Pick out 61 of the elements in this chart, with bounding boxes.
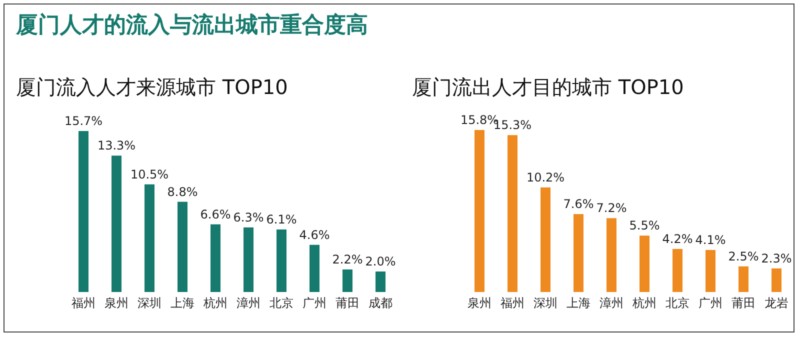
- bar: [606, 218, 616, 292]
- bar: [772, 268, 782, 292]
- x-tick-label: 杭州: [632, 296, 656, 310]
- x-tick-label: 漳州: [236, 296, 260, 310]
- x-tick-label: 泉州: [468, 296, 492, 310]
- bar: [342, 269, 352, 292]
- x-tick-label: 深圳: [138, 296, 162, 310]
- x-tick-label: 广州: [698, 296, 722, 310]
- data-label: 8.8%: [167, 184, 198, 199]
- bar: [672, 248, 682, 292]
- data-label: 6.1%: [266, 212, 297, 226]
- bar: [540, 187, 550, 292]
- data-label: 15.7%: [64, 114, 103, 128]
- bar: [144, 184, 154, 292]
- x-tick-label: 漳州: [600, 296, 624, 310]
- data-label: 13.3%: [97, 138, 136, 153]
- data-label: 6.3%: [233, 210, 264, 224]
- data-label: 5.5%: [629, 218, 660, 233]
- x-tick-label: 北京: [666, 296, 690, 310]
- x-tick-label: 福州: [72, 296, 96, 310]
- bar: [276, 229, 286, 292]
- data-label: 2.0%: [365, 254, 396, 268]
- x-tick-label: 龙岩: [764, 296, 788, 310]
- bar: [376, 271, 386, 292]
- bar: [508, 135, 518, 292]
- bar: [706, 250, 716, 292]
- data-label: 6.6%: [200, 207, 231, 222]
- bar: [178, 202, 188, 292]
- x-tick-label: 成都: [368, 296, 392, 310]
- bar: [78, 131, 88, 292]
- data-label: 10.5%: [130, 167, 169, 182]
- data-label: 7.2%: [596, 201, 627, 216]
- text: 厦门人才的流入与流出城市重合度高: [15, 12, 368, 38]
- x-tick-label: 福州: [500, 296, 524, 310]
- bar: [310, 244, 320, 292]
- data-label: 4.6%: [299, 228, 330, 242]
- chart-title: 厦门流入人才来源城市 TOP10: [16, 75, 288, 99]
- x-tick-label: 莆田: [336, 296, 360, 310]
- x-tick-label: 北京: [270, 296, 294, 310]
- x-tick-label: 上海: [566, 296, 590, 310]
- chart-title: 厦门流出人才目的城市 TOP10: [412, 75, 684, 99]
- bar: [210, 224, 220, 292]
- x-tick-label: 上海: [170, 296, 194, 310]
- data-label: 4.1%: [695, 232, 726, 247]
- data-label: 2.5%: [728, 249, 759, 264]
- bar: [640, 236, 650, 292]
- data-label: 2.3%: [761, 251, 792, 266]
- x-tick-label: 杭州: [202, 296, 228, 310]
- data-label: 7.6%: [563, 197, 594, 212]
- bar: [112, 156, 122, 292]
- x-tick-label: 莆田: [732, 296, 756, 310]
- x-tick-label: 泉州: [104, 296, 128, 310]
- data-label: 2.2%: [332, 252, 363, 266]
- bar: [244, 227, 254, 292]
- x-tick-label: 深圳: [534, 296, 558, 310]
- bar: [474, 130, 484, 292]
- bar: [738, 266, 748, 292]
- data-label: 4.2%: [662, 232, 693, 246]
- x-tick-label: 广州: [302, 296, 326, 310]
- bar: [574, 214, 584, 292]
- data-label: 10.2%: [526, 170, 565, 184]
